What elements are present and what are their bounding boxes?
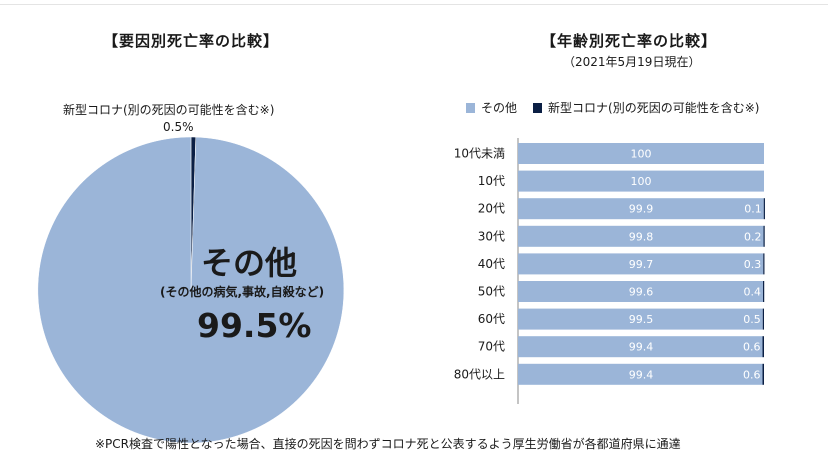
bar-value-label-other: 100: [631, 148, 652, 161]
bar-chart-title: 【年齢別死亡率の比較】: [541, 32, 718, 50]
bar-corona: [762, 363, 764, 385]
bar-corona: [763, 198, 765, 220]
bar-corona: [763, 253, 765, 275]
bar-other: [518, 198, 764, 220]
bar-value-label-other: 100: [631, 175, 652, 188]
bar-corona: [762, 336, 764, 358]
bar-chart-subtitle: （2021年5月19日現在）: [563, 55, 701, 69]
category-label: 10代未満: [454, 147, 505, 161]
category-label: 20代: [478, 202, 505, 216]
legend-swatch-corona: [533, 102, 543, 113]
bar-value-label-other: 99.5: [629, 313, 654, 326]
category-label: 80代以上: [454, 367, 505, 381]
bar-other: [518, 281, 764, 302]
bar-other: [518, 308, 763, 330]
bar-value-label-corona: 0.2: [744, 230, 762, 243]
category-label: 50代: [478, 285, 505, 299]
bar-value-label-other: 99.9: [629, 203, 654, 216]
bar-value-label-other: 99.6: [629, 286, 654, 299]
legend-swatch-other: [466, 102, 475, 113]
category-label: 30代: [478, 229, 505, 243]
bar-other: [518, 143, 764, 164]
bar-value-label-corona: 0.6: [743, 341, 761, 354]
bar-value-label-corona: 0.1: [744, 203, 762, 216]
bar-corona: [762, 308, 764, 330]
bar-other: [518, 253, 764, 275]
category-label: 10代: [478, 174, 505, 188]
top-divider: [0, 4, 828, 5]
bar-corona: [763, 281, 765, 302]
pie-slice-other: [37, 136, 345, 444]
legend-label-corona: 新型コロナ(別の死因の可能性を含む※): [548, 101, 760, 115]
pie-other-label: その他: [201, 244, 298, 282]
footnote: ※PCR検査で陽性となった場合、直接の死因を問わずコロナ死と公表するよう厚生労働…: [95, 437, 681, 451]
bar-value-label-corona: 0.3: [744, 258, 762, 271]
bar-corona: [763, 225, 765, 247]
bar-value-label-other: 99.8: [629, 230, 654, 243]
category-label: 40代: [478, 257, 505, 271]
pie-other-note: (その他の病気,事故,自殺など): [160, 285, 325, 299]
bar-chart-legend: その他 新型コロナ(別の死因の可能性を含む※): [466, 99, 759, 116]
pie-corona-value: 0.5%: [163, 120, 194, 134]
pie-other-value: 99.5%: [197, 306, 312, 345]
bar-value-label-corona: 0.4: [744, 286, 762, 299]
bar-value-label-other: 99.4: [629, 368, 654, 381]
category-label: 70代: [478, 340, 505, 354]
category-label: 60代: [478, 312, 505, 326]
pie-chart-title: 【要因別死亡率の比較】: [103, 32, 280, 50]
pie-corona-label: 新型コロナ(別の死因の可能性を含む※): [63, 103, 275, 117]
bar-other: [518, 225, 764, 247]
legend-label-other: その他: [481, 101, 518, 115]
bar-value-label-corona: 0.6: [743, 368, 761, 381]
bar-value-label-other: 99.4: [629, 341, 654, 354]
bar-other: [518, 363, 763, 385]
bar-value-label-other: 99.7: [629, 258, 654, 271]
bar-other: [518, 336, 763, 358]
bar-value-label-corona: 0.5: [743, 313, 761, 326]
bar-other: [518, 170, 764, 192]
